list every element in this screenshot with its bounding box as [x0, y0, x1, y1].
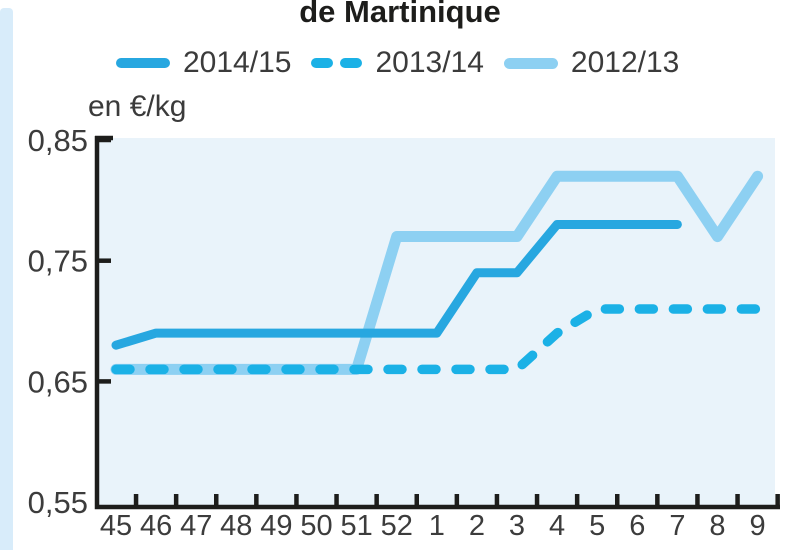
x-axis-tick-label: 6 [629, 510, 645, 542]
chart-legend: 2014/15 2013/14 2012/13 [116, 46, 699, 80]
y-axis-tick-label: 0,55 [28, 485, 88, 520]
y-axis-tick-label: 0,65 [28, 364, 88, 399]
series-line-2014-15 [111, 219, 682, 350]
x-axis-tick-label: 46 [140, 510, 172, 542]
x-axis-tick-label: 49 [260, 510, 292, 542]
x-axis-tick-label: 2 [469, 510, 485, 542]
legend-swatch-solid-icon [116, 58, 170, 68]
legend-swatch-solid-icon [503, 57, 558, 69]
legend-swatch-dashed-icon [311, 58, 363, 68]
x-axis-tick-label: 4 [549, 510, 565, 542]
x-axis-tick-label: 52 [381, 510, 413, 542]
x-axis-tick-label: 48 [220, 510, 252, 542]
legend-label: 2012/13 [570, 46, 680, 79]
x-axis-tick-label: 47 [180, 510, 212, 542]
axis-lines [94, 136, 780, 510]
y-axis-tick-label: 0,75 [28, 244, 88, 279]
x-axis-tick-label: 45 [100, 510, 132, 542]
x-axis-tick-label: 1 [429, 510, 445, 542]
chart-title: de Martinique [299, 0, 501, 29]
y-axis-tick-label: 0,85 [28, 123, 88, 158]
legend-label: 2014/15 [183, 46, 292, 79]
series-line-2013-14 [111, 304, 763, 375]
x-axis-tick-label: 51 [340, 510, 372, 542]
legend-item-2013-14: 2013/14 [311, 46, 503, 80]
x-axis-tick-label: 50 [300, 510, 332, 542]
legend-item-2014-15: 2014/15 [116, 46, 311, 80]
legend-dash-icon [340, 58, 363, 68]
y-axis-unit-label: en €/kg [88, 90, 187, 123]
x-axis-tick-label: 7 [669, 510, 685, 542]
legend-dash-icon [311, 58, 334, 68]
x-axis-tick-label: 3 [509, 510, 525, 542]
x-axis-tick-label: 5 [589, 510, 605, 542]
page-side-strip [0, 8, 13, 550]
legend-item-2012-13: 2012/13 [503, 46, 699, 80]
x-axis-tick-label: 9 [750, 510, 766, 542]
legend-label: 2013/14 [375, 46, 484, 79]
plot-area [97, 138, 775, 505]
x-axis-tick-label: 8 [709, 510, 725, 542]
